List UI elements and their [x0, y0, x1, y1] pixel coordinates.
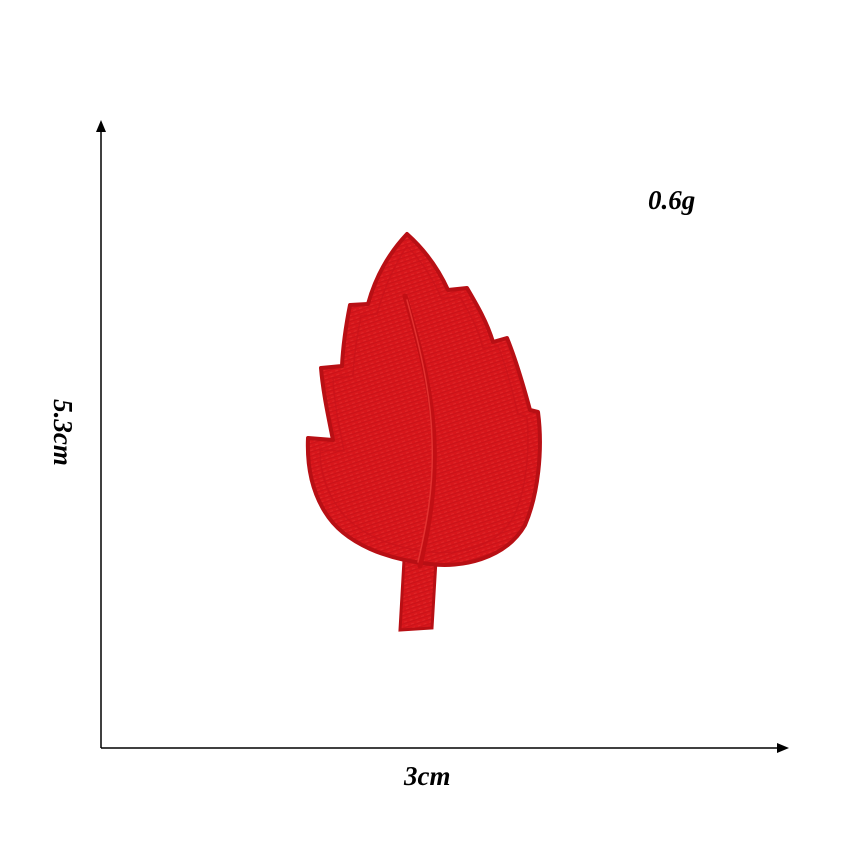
leaf-inner-border	[319, 244, 529, 554]
weight-label: 0.6g	[648, 185, 696, 215]
leaf-stem	[398, 558, 438, 632]
width-label: 3cm	[404, 761, 451, 791]
arrow-up-icon	[96, 120, 106, 132]
height-label: 5.3cm	[47, 399, 78, 466]
arrow-right-icon	[777, 743, 789, 753]
leaf-blade	[305, 232, 542, 567]
leaf-vein-highlight	[406, 299, 434, 563]
red-embroidered-leaf-patch-icon	[305, 232, 542, 632]
